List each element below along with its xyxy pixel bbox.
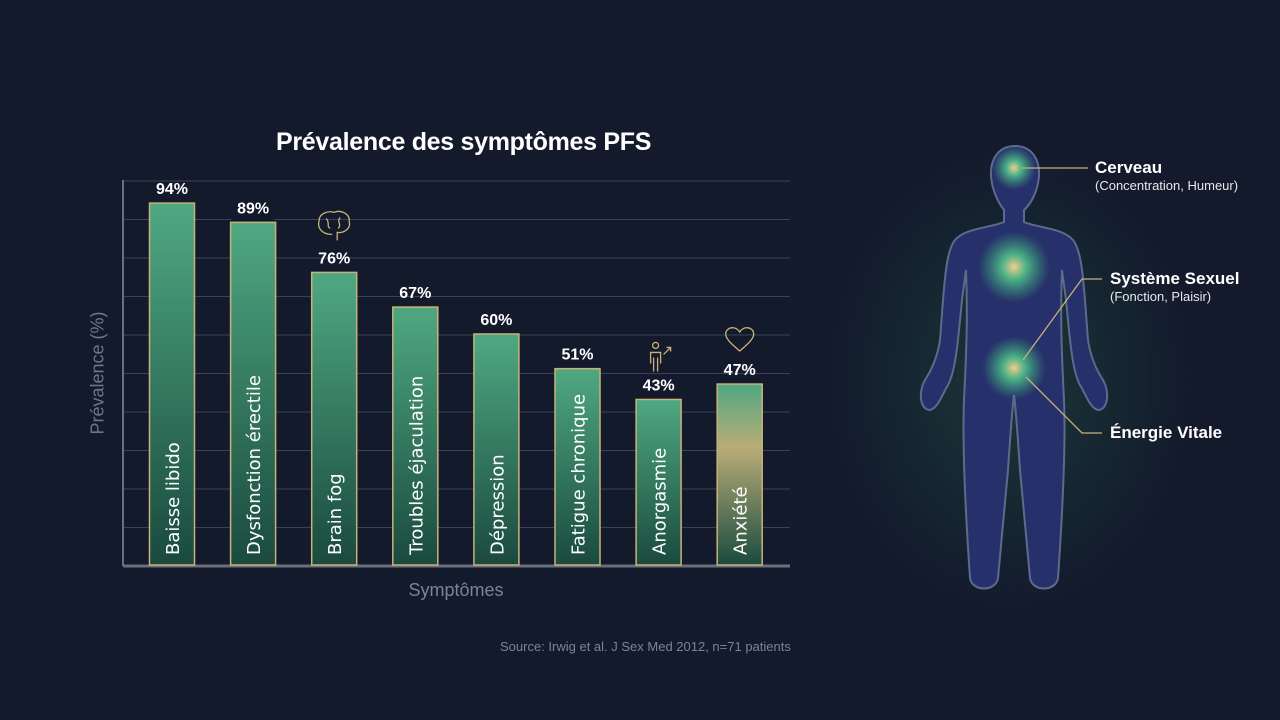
category-label: Fatigue chronique	[569, 394, 590, 555]
brain-outline	[318, 210, 351, 241]
heart-outline	[725, 327, 755, 352]
brain-glow	[992, 146, 1036, 190]
data-label: 67%	[399, 285, 431, 302]
bar	[716, 383, 763, 566]
category-label: Anorgasmie	[650, 448, 671, 555]
label-systeme-sexuel: Système Sexuel (Fonction, Plaisir)	[1110, 269, 1239, 304]
bar	[635, 398, 682, 566]
category-label: Dépression	[487, 454, 508, 555]
data-label: 43%	[643, 377, 675, 394]
data-label: 94%	[156, 181, 188, 198]
bar	[148, 202, 196, 566]
bar	[229, 221, 277, 566]
x-axis-label: Symptômes	[408, 580, 504, 600]
label-title: Système Sexuel	[1110, 269, 1240, 288]
callout-line-energie	[1025, 376, 1102, 434]
label-cerveau: Cerveau (Concentration, Humeur)	[1095, 158, 1238, 193]
category-label: Baisse libido	[163, 442, 184, 555]
source-note: Source: Irwig et al. J Sex Med 2012, n=7…	[500, 639, 791, 654]
bar	[554, 367, 601, 566]
category-label: Troubles éjaculation	[406, 376, 427, 556]
pelvis-glow	[982, 336, 1046, 400]
chart-title: Prévalence des symptômes PFS	[276, 128, 652, 156]
label-energie-vitale: Énergie Vitale	[1110, 423, 1222, 443]
human-body-diagram	[919, 144, 1109, 590]
brain-icon	[318, 210, 351, 241]
data-label: 60%	[480, 312, 512, 329]
data-label: 51%	[561, 347, 593, 364]
data-label: 89%	[237, 200, 269, 217]
label-subtitle: (Concentration, Humeur)	[1095, 178, 1239, 193]
bar	[310, 271, 358, 566]
data-label: 76%	[318, 250, 350, 267]
label-title: Énergie Vitale	[1110, 423, 1223, 442]
category-label: Anxiété	[731, 486, 752, 555]
category-label: Brain fog	[325, 473, 346, 555]
heart-icon	[725, 327, 755, 352]
y-axis-label: Prévalence (%)	[87, 311, 108, 435]
bar	[473, 333, 520, 566]
male-symbol	[663, 346, 672, 355]
callout-line-sexuel	[1022, 278, 1102, 361]
label-title: Cerveau	[1095, 158, 1163, 177]
data-label: 47%	[724, 362, 756, 379]
person-male-icon	[649, 341, 672, 372]
torso	[649, 351, 662, 372]
chest-glow	[978, 231, 1050, 303]
head	[651, 341, 660, 350]
bar	[392, 306, 439, 566]
label-subtitle: (Fonction, Plaisir)	[1110, 289, 1212, 304]
category-label: Dysfonction érectile	[244, 375, 265, 555]
